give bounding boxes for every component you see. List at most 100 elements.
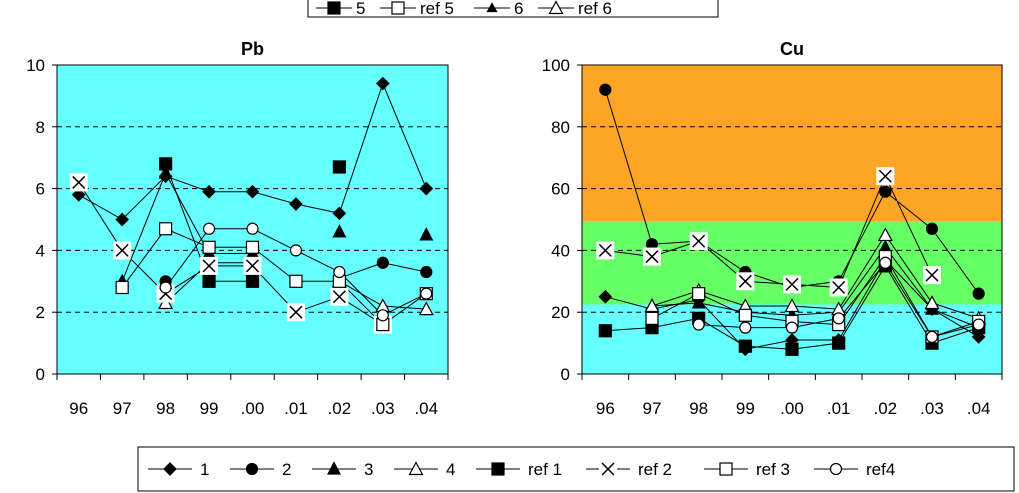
cu-point-ref-2-1 [643, 247, 661, 266]
cu-point-ref-3-2 [692, 287, 706, 301]
pb-x-tick-label-2: 98 [156, 399, 175, 418]
cu-y-tick-label-3: 60 [551, 180, 570, 199]
top-legend: 5 ref 5 6 ref 6 [307, 0, 719, 18]
pb-chart-title: Pb [241, 39, 264, 59]
cu-point-ref-2-5 [829, 278, 848, 297]
pb-point-ref-1-2 [159, 157, 173, 171]
pb-point-ref-3-5 [289, 274, 303, 288]
pb-point-ref-2-6 [330, 287, 349, 306]
cu-point-3-2 [691, 295, 706, 309]
legend-bottom-entry-marker-4 [408, 461, 424, 476]
cu-point-ref-3-3 [738, 308, 752, 322]
cu-point-ref-2-3-stroke-b [738, 274, 752, 288]
cu-point-ref-2-3 [736, 272, 755, 291]
cu-point-4-6 [877, 227, 893, 242]
pb-x-tick-label-6: .02 [328, 399, 352, 418]
legend-bottom-entry-label-1: 1 [200, 460, 209, 479]
legend-top-entry-marker-6 [486, 2, 498, 13]
cu-series-line-3 [651, 246, 979, 329]
bottom-legend: 1 2 3 4 ref 1 ref 2 ref 3 ref4 [137, 446, 1015, 492]
pb-point-ref-2-1 [113, 241, 132, 260]
cu-point-4-1 [644, 298, 660, 313]
pb-point-ref-1-4 [245, 274, 260, 288]
cu-point-ref4-3 [739, 321, 752, 334]
cu-point-ref-2-6 [876, 167, 895, 186]
cu-point-ref4-8 [972, 318, 985, 331]
cu-point-ref-1-5 [832, 336, 846, 350]
pb-point-4-8 [418, 301, 434, 316]
pb-point-1-0 [71, 187, 86, 202]
cu-point-ref4-6 [879, 256, 892, 269]
pb-x-tick-label-7: .03 [371, 399, 395, 418]
cu-point-2-6 [879, 185, 892, 198]
cu-point-4-7 [924, 295, 940, 310]
cu-point-1-0 [598, 289, 613, 304]
pb-plot-border [56, 64, 449, 375]
cu-y-tick-label-0: 0 [561, 365, 570, 384]
pb-chart: 0 2 4 6 8 10 96 97 98 99 .00 .01 .02 .03 .04 Pb [26, 39, 449, 418]
cu-x-tick-label-8: .04 [967, 399, 991, 418]
pb-point-2-7 [376, 256, 389, 269]
pb-y-tick-label-1: 2 [36, 303, 45, 322]
cu-x-tick-label-3: 99 [736, 399, 755, 418]
pb-point-ref4-7 [376, 309, 389, 322]
legend-bottom-entry-marker-ref-2 [599, 460, 617, 478]
cu-point-2-8 [972, 287, 985, 300]
cu-point-ref-2-5-stroke-b [832, 280, 846, 295]
pb-point-1-4 [245, 184, 260, 199]
pb-point-ref4-3 [202, 222, 216, 235]
legend-bottom-entry-label-3: 3 [364, 460, 373, 479]
pb-point-ref-2-5 [286, 303, 305, 322]
legend-bottom-entry-label-4: 4 [446, 460, 455, 479]
pb-point-ref-3-4 [245, 240, 260, 254]
pb-series-markers [69, 76, 434, 334]
legend-bottom-entry-label-ref-1: ref 1 [528, 460, 562, 479]
legend-top-entry-marker-ref-6 [548, 0, 564, 15]
legend-bottom-entry-marker-3 [327, 461, 341, 475]
cu-chart-title: Cu [780, 39, 804, 59]
legend-bottom-entry-label-ref4: ref4 [866, 460, 895, 479]
pb-x-tick-label-8: .04 [414, 399, 438, 418]
pb-point-ref-2-4 [243, 256, 262, 275]
cu-plot-border [581, 64, 1003, 375]
legend-bottom-entry-marker-1 [163, 462, 177, 476]
cu-point-ref-2-7-stroke-b [925, 268, 939, 282]
cu-point-4-4 [784, 298, 800, 313]
pb-point-3-6 [332, 224, 347, 238]
pb-point-ref4-6 [333, 265, 346, 279]
legend-bottom-entry-marker-2 [245, 462, 259, 476]
cu-y-tick-label-1: 20 [551, 303, 570, 322]
cu-point-ref-2-6-stroke-b [878, 169, 892, 183]
pb-point-1-5 [289, 197, 303, 211]
cu-point-ref-2-2-stroke-b [692, 234, 706, 248]
cu-point-2-7 [925, 222, 939, 235]
cu-point-ref-2-0-stroke-b [598, 243, 612, 257]
legend-bottom-entry-marker-ref-3 [719, 462, 733, 476]
cu-x-tick-label-2: 98 [689, 399, 708, 418]
cu-point-ref-2-0 [596, 241, 615, 260]
pb-point-ref4-8 [420, 287, 433, 300]
legend-top-entry-label-ref-6: ref 6 [578, 0, 612, 18]
cu-series-markers [596, 83, 987, 357]
cu-point-ref-2-1-stroke-b [645, 250, 659, 264]
cu-point-ref-1-4 [785, 342, 799, 356]
legend-bottom-entry-marker-ref-2-stroke-b [601, 462, 615, 476]
cu-y-tick-label-4: 80 [551, 118, 570, 137]
pb-point-1-3 [202, 184, 216, 199]
cu-point-ref-1-0 [598, 324, 612, 338]
pb-y-tick-label-0: 0 [36, 365, 45, 384]
pb-point-ref-3-2 [159, 222, 173, 236]
cu-point-ref4-7 [925, 330, 939, 344]
cu-point-ref4-4 [785, 321, 799, 334]
cu-point-ref4-5 [832, 312, 845, 325]
pb-point-1-8 [419, 181, 434, 196]
legend-bottom-entry-label-2: 2 [282, 460, 291, 479]
cu-x-tick-label-4: .00 [780, 399, 804, 418]
pb-point-1-1 [115, 212, 130, 227]
cu-point-ref4-2 [692, 318, 705, 331]
legend-top-entry-label-5: 5 [356, 0, 365, 18]
pb-point-3-2 [158, 165, 173, 179]
cu-point-ref-2-2 [689, 232, 708, 251]
pb-point-ref-2-0 [69, 173, 88, 192]
